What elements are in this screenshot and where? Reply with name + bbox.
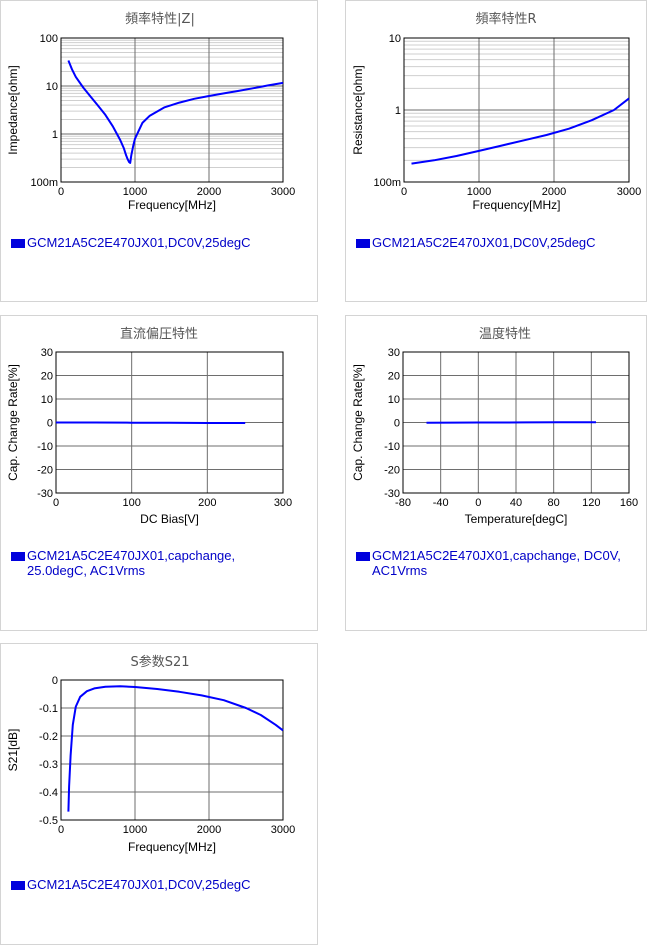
y-tick-label: 1 <box>52 129 58 141</box>
y-tick-label: -10 <box>37 441 53 453</box>
x-tick-label: 200 <box>198 497 216 509</box>
series-line <box>67 685 284 812</box>
y-axis-label: Cap. Change Rate[%] <box>6 364 20 481</box>
y-tick-label: -0.1 <box>39 703 58 715</box>
x-tick-label: -80 <box>395 497 411 509</box>
y-axis-label: Resistance[ohm] <box>351 65 365 154</box>
x-tick-label: 1000 <box>123 824 147 836</box>
legend-swatch <box>356 552 370 561</box>
x-tick-label: 0 <box>58 186 64 198</box>
x-tick-label: 3000 <box>271 186 295 198</box>
y-tick-label: 30 <box>41 347 53 359</box>
x-axis-label: Temperature[degC] <box>465 512 568 526</box>
y-tick-label: -0.3 <box>39 759 58 771</box>
x-axis-label: Frequency[MHz] <box>128 840 216 854</box>
y-tick-label: 30 <box>388 347 400 359</box>
y-tick-label: -0.2 <box>39 731 58 743</box>
y-tick-label: -0.4 <box>39 787 58 799</box>
legend-label: GCM21A5C2E470JX01,capchange, DC0V, AC1Vr… <box>372 548 621 578</box>
legend-label: GCM21A5C2E470JX01,DC0V,25degC <box>27 877 251 892</box>
y-tick-label: -20 <box>37 465 53 477</box>
legend-swatch <box>356 239 370 248</box>
legend-label: GCM21A5C2E470JX01,DC0V,25degC <box>27 235 251 250</box>
dc-bias-chart-panel: 直流偏圧特性 30 20 10 0 -10 -20 -30 0 100 200 300 DC Bias[… <box>0 315 318 631</box>
chart-title: 直流偏圧特性 <box>120 327 198 342</box>
legend-label: GCM21A5C2E470JX01,capchange, 25.0degC, A… <box>27 548 236 578</box>
series-line <box>411 97 630 165</box>
y-tick-label: 0 <box>394 418 400 430</box>
x-tick-label: 3000 <box>271 824 295 836</box>
chart-title: 頻率特性R <box>475 11 536 27</box>
x-axis-label: DC Bias[V] <box>140 512 199 526</box>
x-tick-label: 1000 <box>467 186 491 198</box>
y-tick-label: -30 <box>37 488 53 500</box>
y-tick-label: 100m <box>30 177 58 189</box>
y-tick-label: 20 <box>41 371 53 383</box>
plot-frame <box>403 37 630 183</box>
x-tick-label: 2000 <box>197 186 221 198</box>
impedance-chart-panel: 頻率特性|Z| 100 10 1 100m 0 1000 2000 3000 Frequency[… <box>0 0 318 302</box>
legend-swatch <box>11 239 25 248</box>
y-tick-label: 0 <box>47 418 53 430</box>
x-tick-label: 0 <box>401 186 407 198</box>
chart-title: 温度特性 <box>479 326 531 342</box>
legend-label: GCM21A5C2E470JX01,DC0V,25degC <box>372 235 596 250</box>
legend: GCM21A5C2E470JX01,DC0V,25degC <box>11 877 292 892</box>
series-line <box>67 60 284 164</box>
y-tick-label: -10 <box>384 441 400 453</box>
x-tick-label: 120 <box>582 497 600 509</box>
y-tick-label: 100 <box>40 33 58 45</box>
x-tick-label: 2000 <box>197 824 221 836</box>
x-tick-label: 160 <box>620 497 638 509</box>
legend: GCM21A5C2E470JX01,capchange, DC0V, AC1Vr… <box>356 548 637 578</box>
legend: GCM21A5C2E470JX01,DC0V,25degC <box>356 235 637 250</box>
y-tick-label: 1 <box>395 105 401 117</box>
x-tick-label: 2000 <box>542 186 566 198</box>
plot-frame <box>402 351 630 494</box>
x-tick-label: 0 <box>53 497 59 509</box>
y-axis-label: Cap. Change Rate[%] <box>351 364 365 481</box>
y-tick-label: 10 <box>389 33 401 45</box>
x-tick-label: 0 <box>58 824 64 836</box>
x-tick-label: 100 <box>122 497 140 509</box>
y-tick-label: -0.5 <box>39 815 58 827</box>
x-tick-label: 300 <box>274 497 292 509</box>
y-tick-label: 20 <box>388 371 400 383</box>
series-line <box>56 421 246 424</box>
x-tick-label: -40 <box>433 497 449 509</box>
x-axis-label: Frequency[MHz] <box>128 198 216 212</box>
y-tick-label: 10 <box>46 81 58 93</box>
x-tick-label: 3000 <box>617 186 641 198</box>
x-tick-label: 80 <box>548 497 560 509</box>
legend-swatch <box>11 552 25 561</box>
x-tick-label: 0 <box>475 497 481 509</box>
y-tick-label: -30 <box>384 488 400 500</box>
y-axis-label: Impedance[ohm] <box>6 65 20 154</box>
y-tick-label: 10 <box>41 394 53 406</box>
y-tick-label: 0 <box>52 675 58 687</box>
x-tick-label: 1000 <box>123 186 147 198</box>
y-tick-label: 10 <box>388 394 400 406</box>
legend: GCM21A5C2E470JX01,capchange, 25.0degC, A… <box>11 548 292 578</box>
chart-title: 頻率特性|Z| <box>125 11 195 27</box>
temperature-chart: 温度特性 30 20 10 0 -10 -20 -30-80 -40 0 40 80 120 160 Tem… <box>351 326 638 526</box>
y-tick-label: -20 <box>384 465 400 477</box>
x-tick-label: 40 <box>510 497 522 509</box>
chart-title: S参数S21 <box>130 654 189 670</box>
legend: GCM21A5C2E470JX01,DC0V,25degC <box>11 235 292 250</box>
temperature-chart-panel: 温度特性 30 20 10 0 -10 -20 -30 -80 -40 0 40 80 120 160 Tem… <box>345 315 647 631</box>
y-axis-label: S21[dB] <box>6 729 20 772</box>
legend-swatch <box>11 881 25 890</box>
resistance-chart-panel: 頻率特性R 10 1 100m 0 1000 2000 3000 Frequency[MHz] R… <box>345 0 647 302</box>
y-tick-label: 100m <box>373 177 401 189</box>
s21-chart-panel: S参数S21 0 -0.1 -0.2 -0.3 -0.4 -0.5 0 1000 2000 3000… <box>0 643 318 945</box>
x-axis-label: Frequency[MHz] <box>472 198 560 212</box>
plot-frame <box>60 679 284 821</box>
plot-frame <box>60 37 284 183</box>
